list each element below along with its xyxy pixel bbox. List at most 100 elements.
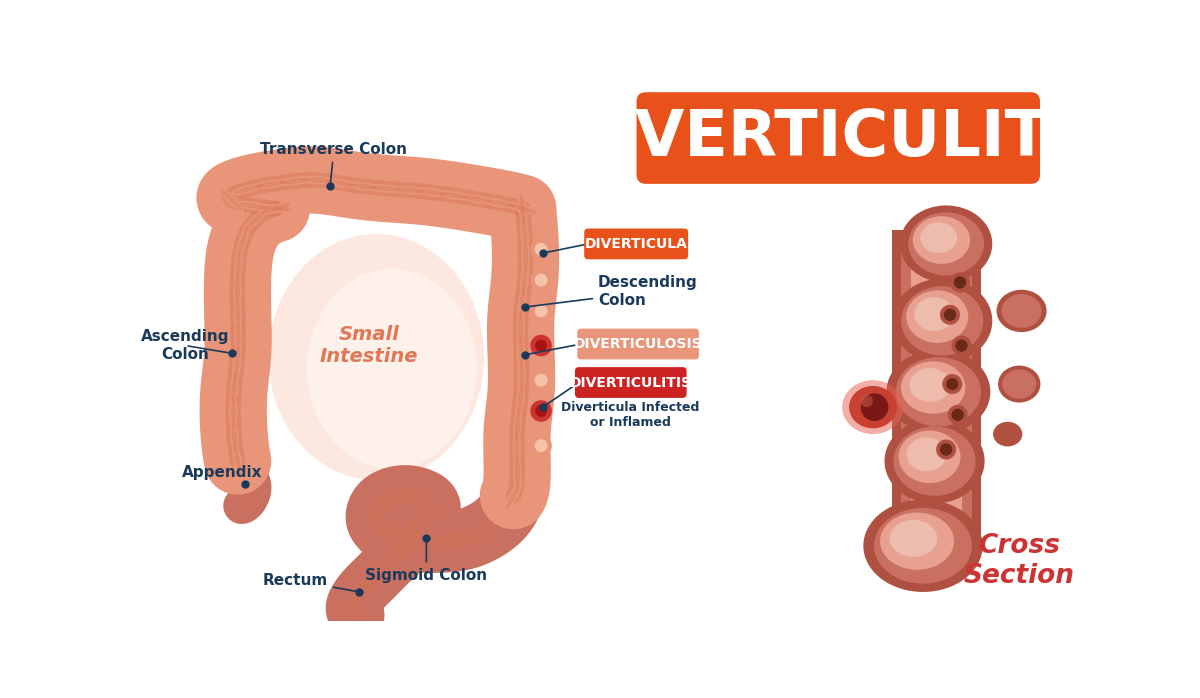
Ellipse shape bbox=[485, 200, 515, 207]
Ellipse shape bbox=[347, 183, 378, 189]
Ellipse shape bbox=[253, 179, 288, 189]
Ellipse shape bbox=[906, 438, 947, 471]
Polygon shape bbox=[893, 230, 980, 542]
Ellipse shape bbox=[299, 176, 335, 184]
Ellipse shape bbox=[234, 248, 242, 283]
Circle shape bbox=[535, 340, 547, 352]
Text: Transverse Colon: Transverse Colon bbox=[260, 142, 408, 184]
Polygon shape bbox=[912, 238, 961, 534]
Ellipse shape bbox=[394, 187, 424, 193]
Ellipse shape bbox=[365, 570, 383, 588]
Circle shape bbox=[936, 440, 956, 459]
Ellipse shape bbox=[391, 186, 426, 195]
Ellipse shape bbox=[350, 584, 368, 607]
Ellipse shape bbox=[250, 484, 256, 500]
Ellipse shape bbox=[220, 189, 242, 211]
Ellipse shape bbox=[301, 177, 332, 183]
Ellipse shape bbox=[233, 346, 241, 381]
Ellipse shape bbox=[307, 269, 476, 469]
Ellipse shape bbox=[238, 202, 269, 209]
Ellipse shape bbox=[235, 274, 240, 305]
Circle shape bbox=[860, 395, 872, 407]
Ellipse shape bbox=[367, 184, 403, 193]
Ellipse shape bbox=[416, 189, 446, 195]
Ellipse shape bbox=[517, 359, 526, 394]
Ellipse shape bbox=[235, 250, 241, 281]
Ellipse shape bbox=[258, 204, 294, 213]
Ellipse shape bbox=[439, 192, 469, 199]
Ellipse shape bbox=[269, 234, 484, 480]
Ellipse shape bbox=[900, 205, 992, 283]
Ellipse shape bbox=[514, 406, 522, 442]
FancyBboxPatch shape bbox=[577, 329, 698, 359]
Ellipse shape bbox=[256, 181, 286, 188]
Ellipse shape bbox=[523, 242, 528, 272]
Circle shape bbox=[954, 276, 966, 288]
Ellipse shape bbox=[218, 187, 244, 213]
Ellipse shape bbox=[230, 397, 235, 428]
Ellipse shape bbox=[522, 265, 528, 296]
Ellipse shape bbox=[230, 183, 265, 195]
Text: DIVERTICULA: DIVERTICULA bbox=[584, 237, 688, 251]
Ellipse shape bbox=[238, 227, 248, 256]
Ellipse shape bbox=[910, 368, 950, 402]
Ellipse shape bbox=[346, 606, 368, 625]
Text: Rectum: Rectum bbox=[263, 573, 356, 591]
Ellipse shape bbox=[230, 419, 239, 454]
Ellipse shape bbox=[229, 394, 238, 430]
Ellipse shape bbox=[234, 297, 242, 332]
Ellipse shape bbox=[451, 533, 482, 544]
Circle shape bbox=[535, 405, 547, 417]
Ellipse shape bbox=[522, 217, 527, 248]
Ellipse shape bbox=[1002, 294, 1042, 328]
Ellipse shape bbox=[482, 198, 517, 209]
Ellipse shape bbox=[233, 454, 242, 468]
Ellipse shape bbox=[998, 366, 1040, 403]
Circle shape bbox=[946, 378, 959, 390]
Circle shape bbox=[955, 339, 967, 352]
Ellipse shape bbox=[515, 433, 520, 463]
Ellipse shape bbox=[396, 535, 416, 558]
Ellipse shape bbox=[432, 540, 460, 544]
Ellipse shape bbox=[232, 422, 238, 452]
Ellipse shape bbox=[234, 321, 242, 357]
Text: Ascending
Colon: Ascending Colon bbox=[142, 329, 229, 362]
Ellipse shape bbox=[880, 512, 954, 570]
Ellipse shape bbox=[512, 454, 522, 490]
Ellipse shape bbox=[244, 468, 253, 482]
Ellipse shape bbox=[234, 446, 241, 476]
Ellipse shape bbox=[506, 482, 521, 510]
Ellipse shape bbox=[509, 480, 518, 512]
Ellipse shape bbox=[242, 467, 254, 484]
Ellipse shape bbox=[324, 179, 355, 186]
Ellipse shape bbox=[517, 334, 526, 370]
Circle shape bbox=[530, 335, 552, 357]
Ellipse shape bbox=[401, 523, 428, 530]
Ellipse shape bbox=[235, 324, 241, 354]
Ellipse shape bbox=[364, 568, 385, 589]
Ellipse shape bbox=[371, 497, 385, 521]
Polygon shape bbox=[901, 234, 972, 538]
Circle shape bbox=[942, 374, 962, 394]
Ellipse shape bbox=[371, 186, 401, 191]
Ellipse shape bbox=[372, 519, 392, 539]
Ellipse shape bbox=[895, 357, 982, 426]
Ellipse shape bbox=[518, 191, 527, 226]
Circle shape bbox=[535, 439, 547, 452]
Circle shape bbox=[952, 409, 964, 421]
Circle shape bbox=[530, 269, 552, 291]
Ellipse shape bbox=[505, 202, 540, 215]
Ellipse shape bbox=[400, 521, 431, 532]
Ellipse shape bbox=[914, 297, 954, 331]
Text: Descending
Colon: Descending Colon bbox=[528, 276, 698, 308]
Circle shape bbox=[950, 272, 970, 292]
Ellipse shape bbox=[884, 419, 985, 503]
Ellipse shape bbox=[408, 538, 440, 546]
Ellipse shape bbox=[517, 385, 523, 415]
Ellipse shape bbox=[382, 493, 409, 501]
Text: Small
Intestine: Small Intestine bbox=[319, 325, 418, 366]
Ellipse shape bbox=[412, 512, 419, 541]
Ellipse shape bbox=[426, 498, 434, 526]
Ellipse shape bbox=[508, 203, 538, 214]
Ellipse shape bbox=[518, 313, 523, 343]
